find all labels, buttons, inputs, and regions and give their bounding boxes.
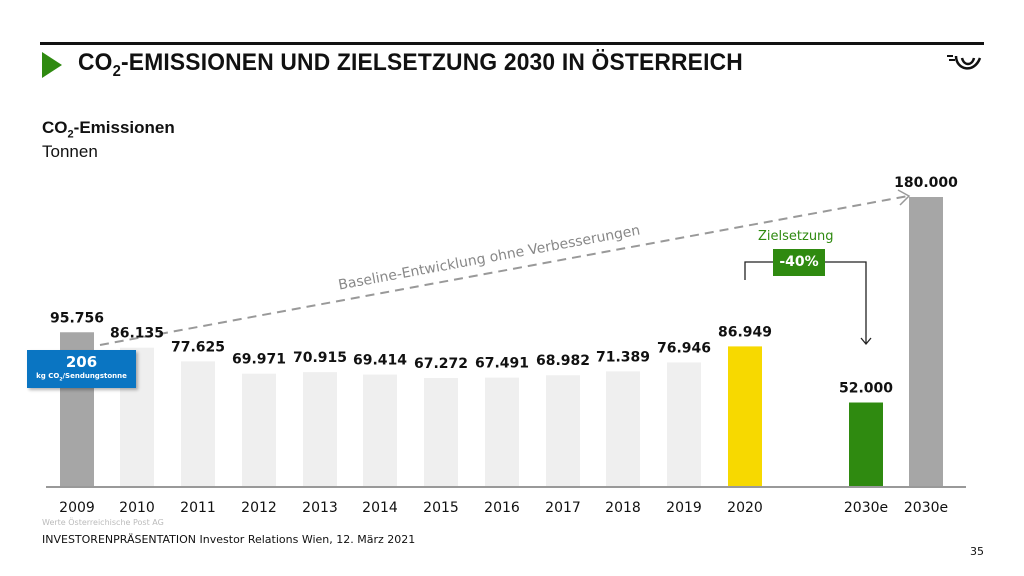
value-label: 52.000 (839, 381, 893, 397)
kpi-value: 206 (65, 353, 98, 371)
category-label: 2020 (727, 500, 763, 516)
category-label: 2018 (605, 500, 641, 516)
bar-2018 (606, 371, 640, 486)
category-label: 2016 (484, 500, 520, 516)
value-label: 71.389 (596, 349, 650, 365)
kpi-box: 206 kg CO2/Sendungstonne (27, 350, 136, 388)
value-label: 68.982 (536, 353, 590, 369)
category-label: 2011 (180, 500, 216, 516)
bar-2020 (728, 346, 762, 486)
kpi-unit: kg CO2/Sendungstonne (36, 372, 127, 383)
page-title: CO2-EMISSIONEN UND ZIELSETZUNG 2030 IN Ö… (78, 49, 743, 80)
category-label: 2017 (545, 500, 581, 516)
bar-2014 (363, 374, 397, 486)
category-label: 2014 (362, 500, 398, 516)
bar-2015 (424, 377, 458, 486)
target-label: Zielsetzung (758, 229, 834, 244)
chart-unit: Tonnen (42, 142, 98, 161)
value-label: 70.915 (293, 350, 347, 366)
bar-2016 (485, 377, 519, 486)
category-label: 2015 (423, 500, 459, 516)
bar-2030e (849, 402, 883, 486)
chart-title: CO2-Emissionen (42, 118, 175, 141)
category-label: 2013 (302, 500, 338, 516)
bar-2013 (303, 372, 337, 486)
baseline-trend-line (99, 195, 909, 346)
target-arrow-icon (860, 337, 872, 346)
value-label: 180.000 (894, 175, 958, 191)
bar-2011 (181, 361, 215, 486)
target-pct-badge: -40% (773, 249, 825, 276)
value-label: 67.491 (475, 356, 529, 372)
value-label: 76.946 (657, 340, 711, 356)
category-label: 2010 (119, 500, 155, 516)
value-label: 77.625 (171, 339, 225, 355)
page-number: 35 (970, 545, 984, 558)
trend-arrowhead-icon (897, 189, 911, 206)
bar-2019 (667, 362, 701, 486)
value-label: 86.135 (110, 326, 164, 342)
source-note: Werte Österreichische Post AG (42, 518, 164, 527)
posthorn-logo-icon (947, 55, 982, 70)
category-label: 2019 (666, 500, 702, 516)
baseline-label: Baseline-Entwicklung ohne Verbesserungen (337, 223, 641, 294)
category-label: 2030e (904, 500, 948, 516)
bar-2030e (909, 197, 943, 486)
footer-text: INVESTORENPRÄSENTATION Investor Relation… (42, 533, 416, 546)
bar-2012 (242, 373, 276, 486)
bar-2017 (546, 375, 580, 486)
triangle-bullet-icon (42, 52, 62, 78)
value-label: 69.414 (353, 353, 407, 369)
category-label: 2012 (241, 500, 277, 516)
value-label: 86.949 (718, 324, 772, 340)
value-label: 67.272 (414, 356, 468, 372)
category-label: 2030e (844, 500, 888, 516)
header-rule (40, 42, 984, 45)
value-label: 69.971 (232, 352, 286, 368)
value-label: 95.756 (50, 310, 104, 326)
target-bracket (744, 261, 867, 344)
category-label: 2009 (59, 500, 95, 516)
